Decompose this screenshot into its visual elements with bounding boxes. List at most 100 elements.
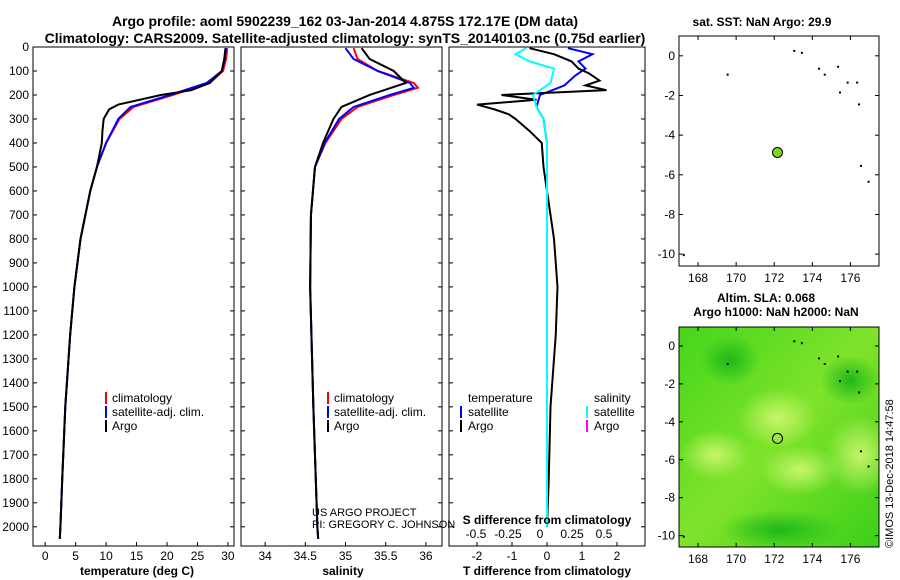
map-x-tick-label: 176 bbox=[840, 552, 860, 566]
x-tick-label: 36 bbox=[419, 549, 433, 563]
island bbox=[867, 180, 870, 183]
map-x-tick-label: 172 bbox=[764, 271, 784, 285]
legend-swatch-argo bbox=[327, 420, 329, 432]
salinity-xlabel: salinity bbox=[322, 564, 364, 578]
island bbox=[839, 91, 841, 94]
sla-high-anomaly bbox=[680, 430, 750, 480]
sla-low-anomaly bbox=[720, 510, 840, 547]
series-line-argo bbox=[309, 47, 408, 539]
top-x-tick-label: 0.25 bbox=[560, 527, 584, 541]
map-y-tick-label: 0 bbox=[668, 49, 675, 63]
depth-tick-label: 1000 bbox=[2, 280, 29, 294]
legend-temperature-title: temperature bbox=[468, 391, 533, 405]
credit-line-2: PI: GREGORY C. JOHNSON bbox=[312, 519, 455, 531]
sla-map-profile-marker bbox=[771, 432, 783, 444]
figure-title-line-1: Argo profile: aoml 5902239_162 03-Jan-20… bbox=[112, 13, 578, 29]
map-x-tick-label: 174 bbox=[802, 271, 822, 285]
island bbox=[726, 363, 729, 366]
top-x-tick-label: -0.5 bbox=[466, 527, 487, 541]
depth-tick-label: 1100 bbox=[3, 304, 29, 318]
x-tick-label: 35.5 bbox=[374, 549, 398, 563]
sla-map-title-line-2: Argo h1000: NaN h2000: NaN bbox=[693, 305, 858, 319]
legend-swatch-satellite bbox=[327, 406, 329, 418]
series-line-s-satellite bbox=[513, 47, 556, 527]
island bbox=[823, 363, 826, 366]
temperature-legend: climatology satellite-adj. clim. Argo bbox=[105, 391, 204, 433]
sla-high-anomaly bbox=[738, 388, 818, 448]
difference-legend: temperature satellite Argo salinity sate… bbox=[460, 391, 635, 433]
legend-t-argo: Argo bbox=[468, 419, 494, 433]
depth-tick-label: 1400 bbox=[2, 376, 29, 390]
sla-low-anomaly bbox=[820, 355, 879, 405]
figure-title-line-2: Climatology: CARS2009. Satellite-adjuste… bbox=[45, 30, 646, 46]
map-x-tick-label: 176 bbox=[840, 271, 860, 285]
depth-tick-label: 1300 bbox=[2, 352, 29, 366]
sst-map-coastline bbox=[682, 49, 870, 257]
depth-tick-label: 1500 bbox=[2, 400, 29, 414]
map-x-tick-label: 170 bbox=[726, 552, 746, 566]
island bbox=[837, 355, 840, 358]
map-x-tick-label: 168 bbox=[688, 271, 708, 285]
x-tick-label: 25 bbox=[191, 549, 205, 563]
difference-series bbox=[476, 47, 607, 527]
island bbox=[793, 340, 796, 343]
x-axes-ticks: 0 5 10 15 20 25 30 34 34.5 35 35.5 36 -2 -1 0 1 2 -0.5 -0.… bbox=[42, 527, 621, 563]
series-line-t-argo bbox=[476, 47, 607, 527]
salinity-panel-frame bbox=[240, 46, 443, 547]
credit-line-1: US ARGO PROJECT bbox=[312, 507, 417, 519]
map-y-tick-label: -2 bbox=[664, 377, 675, 391]
depth-tick-label: 200 bbox=[9, 88, 29, 102]
x-tick-label: 34.5 bbox=[294, 549, 318, 563]
island bbox=[858, 391, 861, 394]
island bbox=[867, 465, 870, 468]
sst-map-profile-marker bbox=[771, 146, 783, 158]
map-y-tick-label: -2 bbox=[664, 88, 675, 102]
legend-swatch-climatology bbox=[327, 392, 329, 404]
island bbox=[726, 73, 729, 76]
series-line-t-satellite bbox=[535, 47, 596, 527]
x-tick-label: 10 bbox=[99, 549, 113, 563]
island bbox=[682, 254, 685, 257]
x-tick-label: 15 bbox=[130, 549, 144, 563]
sla-map-frame bbox=[678, 326, 880, 548]
map-x-tick-label: 170 bbox=[726, 271, 746, 285]
legend-swatch-climatology bbox=[105, 392, 107, 404]
sla-map-title-line-1: Altim. SLA: 0.068 bbox=[717, 291, 815, 305]
legend-t-satellite: satellite bbox=[468, 405, 509, 419]
map-y-tick-label: 0 bbox=[668, 339, 675, 353]
map-y-tick-label: -10 bbox=[658, 247, 676, 261]
x-tick-label: 20 bbox=[160, 549, 174, 563]
island bbox=[859, 164, 862, 167]
map-x-tick-label: 174 bbox=[802, 552, 822, 566]
x-tick-label: 34 bbox=[258, 549, 272, 563]
island bbox=[859, 450, 862, 453]
difference-xlabel: T difference from climatology bbox=[463, 564, 631, 578]
sst-map-title: sat. SST: NaN Argo: 29.9 bbox=[693, 15, 832, 29]
depth-tick-label: 0 bbox=[22, 40, 29, 54]
map-y-tick-label: -4 bbox=[664, 128, 675, 142]
series-line-satellite-adj-clim- bbox=[309, 47, 416, 539]
island bbox=[846, 81, 849, 84]
sla-map-coastline bbox=[682, 340, 870, 538]
legend-salinity-title: salinity bbox=[594, 391, 631, 405]
top-x-tick-label: 0 bbox=[537, 527, 544, 541]
island bbox=[800, 51, 803, 54]
legend-swatch-s-argo bbox=[586, 420, 588, 432]
island bbox=[846, 370, 849, 373]
x-tick-label: 35 bbox=[339, 549, 353, 563]
depth-tick-label: 1600 bbox=[2, 424, 29, 438]
top-x-tick-label: 0.5 bbox=[596, 527, 613, 541]
island bbox=[682, 535, 685, 538]
series-line-satellite-adj-clim- bbox=[58, 48, 228, 539]
sst-map-ticks: 168 170 172 174 176 0 -2 -4 -6 -8 -10 bbox=[658, 36, 879, 285]
island bbox=[800, 342, 803, 345]
x-tick-label: 30 bbox=[221, 549, 235, 563]
island bbox=[818, 357, 821, 360]
x-tick-label: 5 bbox=[72, 549, 79, 563]
top-x-tick-label: -0.25 bbox=[494, 527, 522, 541]
x-tick-label: -1 bbox=[507, 549, 518, 563]
difference-top-xlabel: S difference from climatology bbox=[463, 513, 632, 527]
salinity-series bbox=[309, 47, 420, 539]
legend-swatch-argo bbox=[105, 420, 107, 432]
series-line-climatology bbox=[309, 47, 420, 539]
